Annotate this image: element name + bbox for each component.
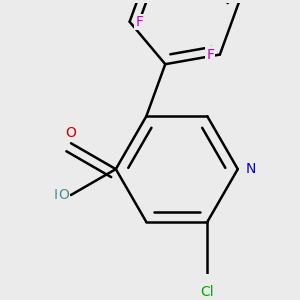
- Text: O: O: [58, 188, 69, 202]
- Text: O: O: [66, 125, 76, 140]
- Text: N: N: [245, 162, 256, 176]
- Text: F: F: [206, 48, 214, 62]
- Text: Cl: Cl: [200, 285, 214, 299]
- Text: F: F: [135, 15, 143, 29]
- Text: H: H: [53, 188, 64, 202]
